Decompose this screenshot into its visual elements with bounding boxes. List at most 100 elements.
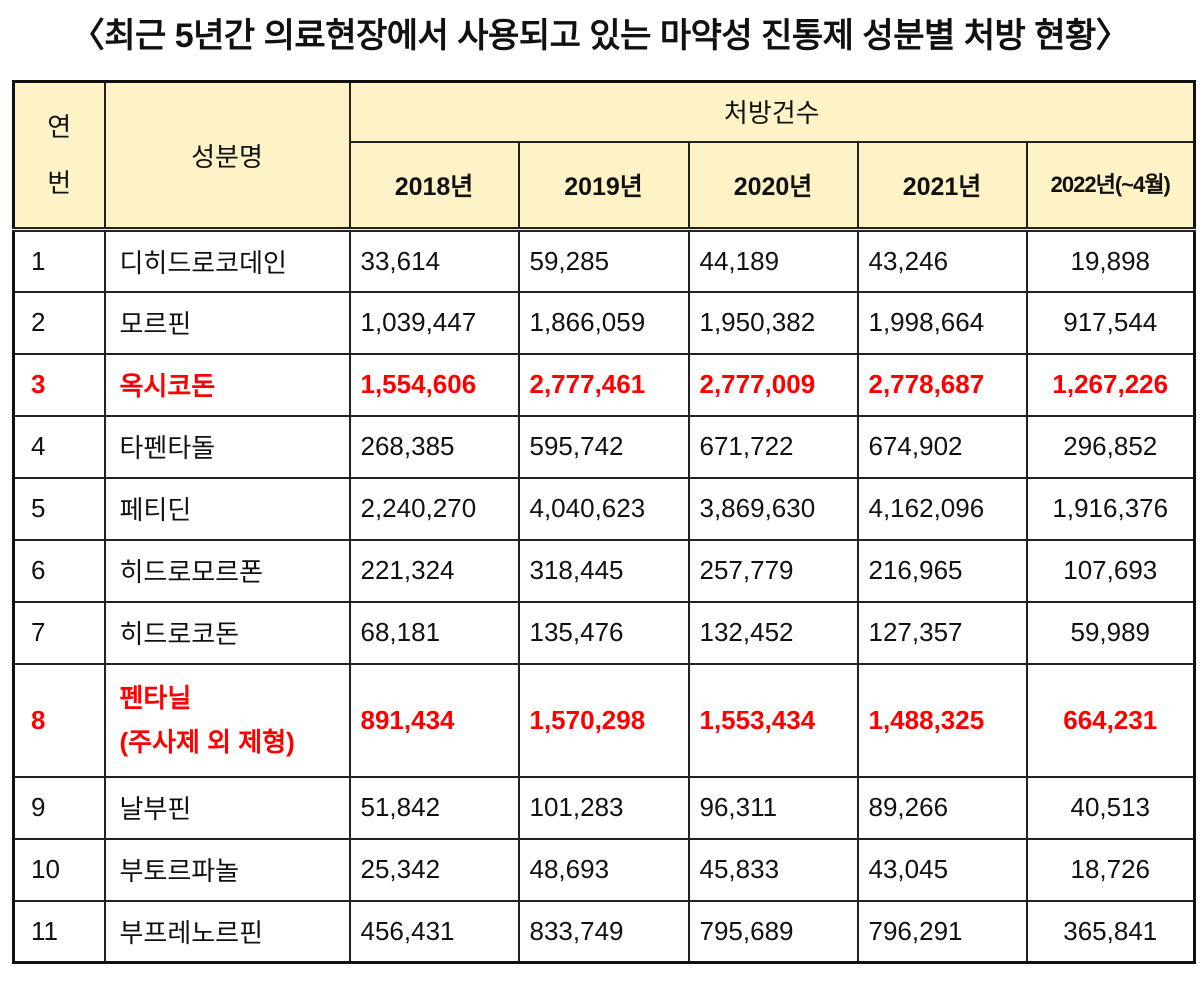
row-component-name: 날부핀 (103, 775, 351, 840)
row-component-name: 옥시코돈 (103, 352, 351, 417)
row-index: 8 (12, 662, 106, 778)
row-component-name: 페티딘 (103, 476, 351, 541)
cell-count-2018: 1,554,606 (348, 352, 520, 417)
cell-count-2020: 1,950,382 (687, 290, 859, 355)
row-index: 6 (12, 538, 106, 603)
table-row: 9 날부핀 51,842 101,283 96,311 89,266 40,513 (12, 775, 1196, 840)
row-component-name: 부토르파놀 (103, 837, 351, 902)
cell-count-2020: 795,689 (687, 899, 859, 964)
cell-count-2019: 2,777,461 (517, 352, 690, 417)
prescription-table: 연 번 성분명 처방건수 2018년 2019년 2020년 2021년 202… (12, 80, 1196, 964)
cell-count-2020: 257,779 (687, 538, 859, 603)
row-index: 9 (12, 775, 106, 840)
page-title: 〈최근 5년간 의료현장에서 사용되고 있는 마약성 진통제 성분별 처방 현황… (70, 17, 1130, 55)
cell-count-2021: 43,246 (856, 227, 1028, 293)
header-year-2019: 2019년 (517, 140, 690, 231)
cell-count-2019: 4,040,623 (517, 476, 690, 541)
cell-count-2022: 664,231 (1025, 662, 1196, 778)
header-index-line1: 연 (47, 112, 72, 142)
cell-count-2021: 796,291 (856, 899, 1028, 964)
cell-count-2020: 3,869,630 (687, 476, 859, 541)
cell-count-2018: 51,842 (348, 775, 520, 840)
table-row: 6 히드로모르폰 221,324 318,445 257,779 216,965 107,6… (12, 538, 1196, 603)
cell-count-2022: 18,726 (1025, 837, 1196, 902)
row-component-name: 모르핀 (103, 290, 351, 355)
cell-count-2019: 59,285 (517, 227, 690, 293)
table-row: 1 디히드로코데인 33,614 59,285 44,189 43,246 19,898 (12, 227, 1196, 293)
cell-count-2021: 4,162,096 (856, 476, 1028, 541)
cell-count-2018: 891,434 (348, 662, 520, 778)
table-row: 7 히드로코돈 68,181 135,476 132,452 127,357 59,989 (12, 600, 1196, 665)
cell-count-2019: 833,749 (517, 899, 690, 964)
table-row: 2 모르핀 1,039,447 1,866,059 1,950,382 1,998,664… (12, 290, 1196, 355)
table-row: 11 부프레노르핀 456,431 833,749 795,689 796,291 365,… (12, 899, 1196, 964)
cell-count-2022: 1,916,376 (1025, 476, 1196, 541)
row-index: 1 (12, 227, 106, 293)
row-component-name: 부프레노르핀 (103, 899, 351, 964)
table-row: 5 페티딘 2,240,270 4,040,623 3,869,630 4,162,096… (12, 476, 1196, 541)
cell-count-2022: 40,513 (1025, 775, 1196, 840)
row-index: 5 (12, 476, 106, 541)
cell-count-2021: 1,998,664 (856, 290, 1028, 355)
cell-count-2021: 216,965 (856, 538, 1028, 603)
header-index-line2: 번 (47, 168, 72, 198)
row-component-name: 디히드로코데인 (103, 227, 351, 293)
cell-count-2021: 89,266 (856, 775, 1028, 840)
cell-count-2018: 1,039,447 (348, 290, 520, 355)
component-name-line2: (주사제 외 제형) (119, 727, 295, 757)
table-row: 3 옥시코돈 1,554,606 2,777,461 2,777,009 2,778,68… (12, 352, 1196, 417)
cell-count-2020: 96,311 (687, 775, 859, 840)
cell-count-2018: 33,614 (348, 227, 520, 293)
row-component-name: 히드로코돈 (103, 600, 351, 665)
cell-count-2021: 43,045 (856, 837, 1028, 902)
cell-count-2022: 107,693 (1025, 538, 1196, 603)
row-index: 11 (12, 899, 106, 964)
cell-count-2019: 101,283 (517, 775, 690, 840)
table-row: 10 부토르파놀 25,342 48,693 45,833 43,045 18,726 (12, 837, 1196, 902)
cell-count-2019: 1,570,298 (517, 662, 690, 778)
cell-count-2020: 2,777,009 (687, 352, 859, 417)
cell-count-2020: 44,189 (687, 227, 859, 293)
row-component-name: 펜타닐 (주사제 외 제형) (103, 662, 351, 778)
header-year-2018: 2018년 (348, 140, 520, 231)
cell-count-2022: 59,989 (1025, 600, 1196, 665)
row-index: 7 (12, 600, 106, 665)
cell-count-2019: 318,445 (517, 538, 690, 603)
table-row: 4 타펜타돌 268,385 595,742 671,722 674,902 296,852 (12, 414, 1196, 479)
row-index: 4 (12, 414, 106, 479)
row-component-name: 타펜타돌 (103, 414, 351, 479)
row-index: 10 (12, 837, 106, 902)
cell-count-2018: 68,181 (348, 600, 520, 665)
cell-count-2018: 2,240,270 (348, 476, 520, 541)
cell-count-2018: 456,431 (348, 899, 520, 964)
cell-count-2021: 674,902 (856, 414, 1028, 479)
header-year-2022: 2022년(~4월) (1025, 140, 1196, 231)
cell-count-2018: 221,324 (348, 538, 520, 603)
cell-count-2022: 19,898 (1025, 227, 1196, 293)
header-prescription-count: 처방건수 (348, 80, 1196, 143)
cell-count-2020: 671,722 (687, 414, 859, 479)
cell-count-2020: 132,452 (687, 600, 859, 665)
cell-count-2019: 48,693 (517, 837, 690, 902)
header-index: 연 번 (12, 80, 106, 231)
cell-count-2019: 1,866,059 (517, 290, 690, 355)
row-index: 3 (12, 352, 106, 417)
cell-count-2018: 25,342 (348, 837, 520, 902)
cell-count-2019: 135,476 (517, 600, 690, 665)
cell-count-2021: 2,778,687 (856, 352, 1028, 417)
header-year-2021: 2021년 (856, 140, 1028, 231)
cell-count-2018: 268,385 (348, 414, 520, 479)
component-name-line1: 펜타닐 (119, 683, 192, 713)
cell-count-2022: 365,841 (1025, 899, 1196, 964)
cell-count-2020: 1,553,434 (687, 662, 859, 778)
header-year-2020: 2020년 (687, 140, 859, 231)
cell-count-2022: 1,267,226 (1025, 352, 1196, 417)
row-index: 2 (12, 290, 106, 355)
cell-count-2019: 595,742 (517, 414, 690, 479)
cell-count-2020: 45,833 (687, 837, 859, 902)
cell-count-2022: 296,852 (1025, 414, 1196, 479)
header-name: 성분명 (103, 80, 351, 231)
row-component-name: 히드로모르폰 (103, 538, 351, 603)
cell-count-2021: 1,488,325 (856, 662, 1028, 778)
table-row: 8 펜타닐 (주사제 외 제형) 891,434 1,570,298 1,553,434 1… (12, 662, 1196, 778)
